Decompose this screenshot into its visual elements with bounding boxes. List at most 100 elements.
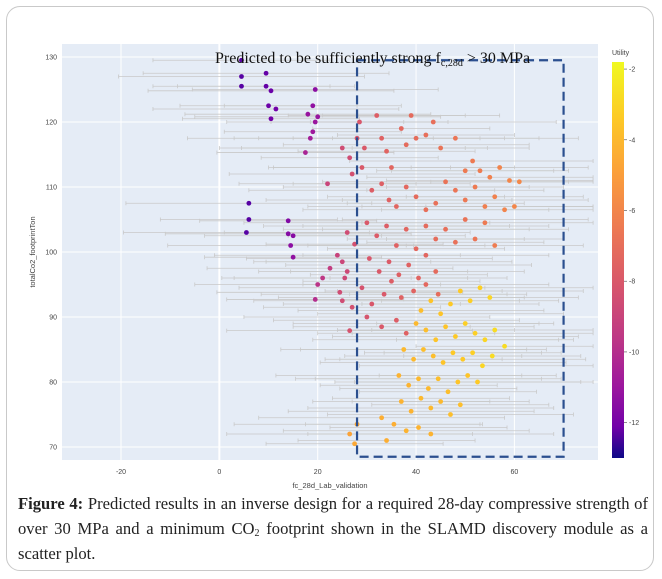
title-suffix: > 30 MPa <box>463 50 530 67</box>
colorbar-tick-label: -6 <box>629 208 635 215</box>
scatter-point <box>349 304 355 310</box>
scatter-point <box>428 298 434 304</box>
scatter-point <box>423 132 429 138</box>
data-points <box>239 57 522 447</box>
scatter-point <box>359 285 365 291</box>
scatter-point <box>393 317 399 323</box>
scatter-point <box>477 168 483 174</box>
scatter-point <box>448 301 453 307</box>
scatter-point <box>403 142 409 148</box>
caption-subscript: 2 <box>254 528 260 539</box>
scatter-point <box>369 187 375 193</box>
scatter-point <box>452 135 458 141</box>
scatter-point <box>364 220 370 226</box>
scatter-point <box>344 269 350 274</box>
scatter-point <box>379 135 385 141</box>
chart-title: Predicted to be sufficiently strong fc,2… <box>215 50 530 69</box>
y-axis-label: totalCo2_footprintTon <box>28 216 37 287</box>
scatter-point <box>438 399 444 404</box>
scatter-point <box>384 438 389 443</box>
scatter-point <box>344 230 350 235</box>
scatter-point <box>465 373 471 378</box>
scatter-point <box>357 119 362 125</box>
scatter-point <box>421 347 426 352</box>
scatter-point <box>425 386 431 391</box>
x-axis-label: fc_28d_Lab_validation <box>292 481 367 490</box>
caption-text: Predicted results in an inverse design f… <box>18 494 648 538</box>
scatter-point <box>467 298 473 304</box>
scatter-point <box>362 145 367 151</box>
scatter-point <box>266 103 271 109</box>
scatter-point <box>418 308 424 313</box>
scatter-point <box>391 421 397 427</box>
scatter-point <box>416 376 421 382</box>
scatter-point <box>389 165 394 170</box>
scatter-point <box>477 285 483 291</box>
y-tick-label: 100 <box>45 250 57 257</box>
scatter-point <box>450 350 456 356</box>
scatter-point <box>406 382 412 388</box>
scatter-point <box>435 291 441 297</box>
y-tick-label: 130 <box>45 55 57 62</box>
scatter-chart: Predicted to be sufficiently strong fc,2… <box>28 44 639 490</box>
scatter-point <box>374 233 380 239</box>
scatter-point <box>408 113 414 118</box>
scatter-point <box>379 181 385 187</box>
scatter-point <box>305 111 311 117</box>
scatter-point <box>482 337 488 343</box>
scatter-point <box>492 194 498 200</box>
scatter-point <box>443 226 448 232</box>
scatter-point <box>413 246 419 252</box>
scatter-point <box>423 223 429 229</box>
scatter-point <box>423 252 429 258</box>
colorbar <box>612 62 624 458</box>
scatter-point <box>352 241 357 247</box>
scatter-point <box>408 408 414 414</box>
scatter-point <box>359 165 365 170</box>
colorbar-title: Utility <box>612 50 630 57</box>
scatter-point <box>268 88 274 94</box>
scatter-point <box>438 311 444 317</box>
colorbar-tick-label: -8 <box>629 279 635 286</box>
scatter-point <box>285 218 291 224</box>
scatter-point <box>403 428 409 434</box>
scatter-point <box>440 360 446 365</box>
scatter-point <box>470 158 476 164</box>
scatter-point <box>489 353 495 359</box>
scatter-point <box>430 353 436 359</box>
scatter-point <box>327 265 333 271</box>
scatter-point <box>462 321 468 326</box>
colorbar-tick-label: -12 <box>629 420 639 427</box>
scatter-point <box>406 262 412 268</box>
scatter-point <box>433 200 439 206</box>
scatter-point <box>389 278 394 284</box>
colorbar-tick-label: -10 <box>629 349 639 356</box>
x-tick-label: 60 <box>511 469 519 476</box>
scatter-point <box>452 334 458 339</box>
scatter-point <box>428 405 434 411</box>
scatter-point <box>310 103 316 109</box>
scatter-point <box>379 415 385 421</box>
scatter-point <box>315 282 321 287</box>
figure-caption: Figure 4: Predicted results in an invers… <box>18 491 648 566</box>
y-tick-label: 70 <box>49 445 57 452</box>
scatter-point <box>433 236 439 242</box>
scatter-point <box>310 129 316 135</box>
highlight-region-box <box>355 59 565 458</box>
scatter-point <box>386 197 392 203</box>
scatter-point <box>423 282 429 287</box>
scatter-point <box>403 184 409 190</box>
scatter-point <box>423 327 429 333</box>
scatter-point <box>480 363 485 369</box>
scatter-point <box>403 330 409 336</box>
scatter-point <box>413 321 419 326</box>
title-main: Predicted to be sufficiently strong f <box>215 50 442 67</box>
scatter-point <box>312 297 318 302</box>
scatter-point <box>374 113 380 118</box>
y-tick-label: 120 <box>45 120 57 127</box>
scatter-point <box>433 269 439 274</box>
y-tick-label: 110 <box>46 185 57 192</box>
scatter-point <box>347 431 353 437</box>
scatter-point <box>455 379 461 385</box>
scatter-point <box>413 135 419 141</box>
